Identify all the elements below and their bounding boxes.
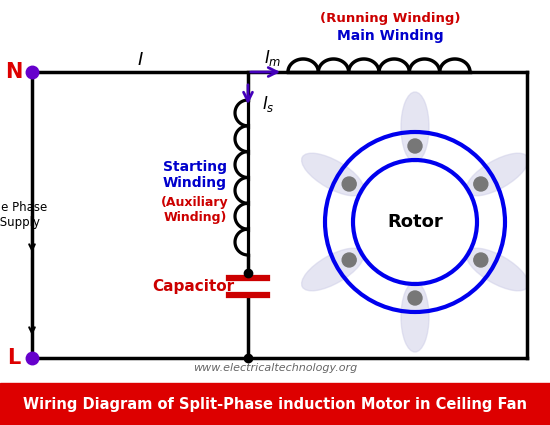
Circle shape <box>342 177 356 191</box>
Text: N: N <box>6 62 23 82</box>
Circle shape <box>408 139 422 153</box>
Circle shape <box>474 253 488 267</box>
Text: Wiring Diagram of Split-Phase induction Motor in Ceiling Fan: Wiring Diagram of Split-Phase induction … <box>23 397 527 411</box>
Ellipse shape <box>401 282 429 352</box>
Ellipse shape <box>301 248 364 291</box>
Ellipse shape <box>401 92 429 162</box>
Text: www.electricaltechnology.org: www.electricaltechnology.org <box>193 363 357 373</box>
Text: Capacitor: Capacitor <box>152 279 234 294</box>
Circle shape <box>342 253 356 267</box>
Text: Rotor: Rotor <box>387 213 443 231</box>
Bar <box>0 383 550 425</box>
Text: Main Winding: Main Winding <box>337 29 443 43</box>
Text: $I$: $I$ <box>136 51 144 69</box>
Ellipse shape <box>466 153 529 196</box>
Text: Starting
Winding: Starting Winding <box>163 160 227 190</box>
Ellipse shape <box>466 248 529 291</box>
Text: $I_s$: $I_s$ <box>262 94 274 114</box>
Circle shape <box>408 291 422 305</box>
Text: Single Phase
AC Supply: Single Phase AC Supply <box>0 201 48 229</box>
Text: $I_m$: $I_m$ <box>265 48 282 68</box>
Text: (Running Winding): (Running Winding) <box>320 11 460 25</box>
Circle shape <box>474 177 488 191</box>
Ellipse shape <box>301 153 364 196</box>
Text: (Auxiliary
Winding): (Auxiliary Winding) <box>161 196 229 224</box>
Text: L: L <box>7 348 21 368</box>
